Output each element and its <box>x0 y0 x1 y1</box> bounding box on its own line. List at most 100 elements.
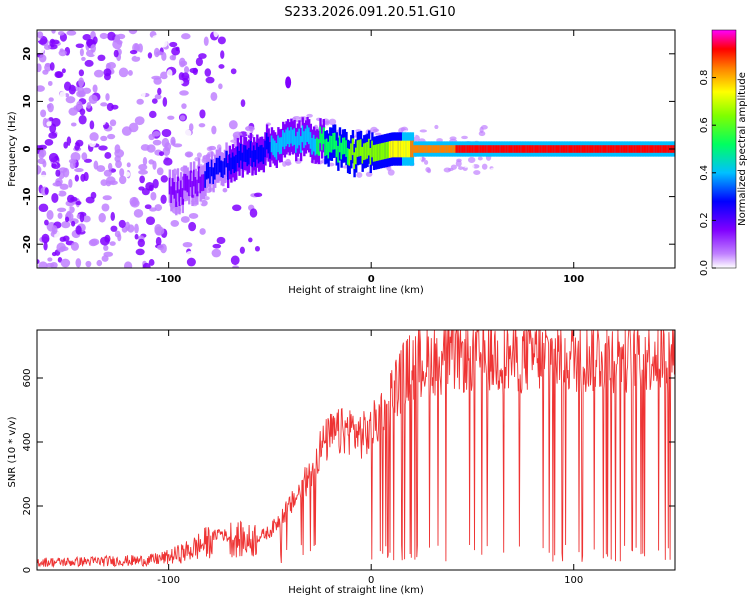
heatmap-noise-cell <box>81 152 88 161</box>
heatmap-noise-cell <box>134 223 139 234</box>
heatmap-ridge-cell <box>444 145 447 153</box>
heatmap-ridge-cell <box>453 145 457 153</box>
heatmap-ridge-cell <box>218 155 222 173</box>
heatmap-noise-cell <box>93 69 104 78</box>
heatmap-ridge-cell <box>414 145 418 153</box>
heatmap-noise-cell <box>416 161 422 167</box>
heatmap-ridge-cell <box>217 157 220 175</box>
heatmap-noise-cell <box>199 109 206 119</box>
heatmap-noise-cell <box>75 43 84 49</box>
heatmap-noise-cell <box>179 115 186 121</box>
heatmap-noise-cell <box>121 126 132 136</box>
heatmap-noise-cell <box>148 259 155 266</box>
heatmap-noise-cell <box>138 169 148 175</box>
heatmap-noise-cell <box>254 245 260 252</box>
heatmap-noise-cell <box>113 49 119 58</box>
heatmap-ridge-cell <box>291 129 295 147</box>
heatmap-ridge-cell <box>173 182 176 199</box>
heatmap-noise-cell <box>480 125 488 130</box>
heatmap-ridge-cell <box>285 129 288 147</box>
heatmap-noise-cell <box>47 102 54 113</box>
heatmap-ridge-cell <box>304 128 308 146</box>
heatmap-noise-cell <box>213 30 219 38</box>
heatmap-ridge-cell <box>351 138 355 156</box>
heatmap-noise-cell <box>249 208 258 218</box>
colorbar-label: Normalized spectral amplitude <box>737 72 748 226</box>
heatmap-noise-cell <box>163 157 173 166</box>
heatmap-noise-cell <box>424 156 432 160</box>
heatmap-ridge-cell <box>601 145 604 153</box>
top-x-axis-label: Height of straight line (km) <box>288 285 424 296</box>
heatmap-ridge-cell <box>199 176 202 194</box>
heatmap-noise-cell <box>186 251 194 258</box>
heatmap-ridge-cell <box>528 145 531 153</box>
heatmap-ridge-cell <box>638 145 641 153</box>
heatmap-noise-cell <box>467 156 476 164</box>
heatmap-ridge-cell <box>547 145 551 153</box>
heatmap-noise-cell <box>48 97 54 102</box>
heatmap-ridge-cell <box>332 133 335 150</box>
heatmap-ridge-cell <box>594 145 598 153</box>
heatmap-noise-cell <box>477 156 483 161</box>
heatmap-noise-cell <box>86 246 95 255</box>
heatmap-noise-cell <box>161 128 172 138</box>
heatmap-ridge-cell <box>410 140 413 158</box>
heatmap-noise-cell <box>239 35 248 45</box>
heatmap-noise-cell <box>205 76 215 84</box>
heatmap-ridge-cell <box>354 147 358 165</box>
heatmap-noise-cell <box>490 167 496 172</box>
heatmap-noise-cell <box>78 114 87 125</box>
heatmap-noise-cell <box>437 155 442 161</box>
heatmap-noise-cell <box>61 68 66 74</box>
heatmap-ridge-cell <box>325 138 329 156</box>
heatmap-ridge-cell <box>350 143 353 161</box>
heatmap-ridge-cell <box>619 145 622 153</box>
heatmap-noise-cell <box>372 128 380 133</box>
heatmap-ridge-cell <box>630 145 633 153</box>
heatmap-ridge-cell <box>340 142 343 160</box>
heatmap-noise-cell <box>462 156 469 164</box>
heatmap-ridge-cell <box>377 143 381 161</box>
heatmap-ridge-cell <box>529 145 533 153</box>
heatmap-ridge-cell <box>392 140 395 158</box>
heatmap-noise-cell <box>239 246 245 254</box>
heatmap-noise-cell <box>170 219 180 227</box>
heatmap-ridge-cell <box>614 145 617 153</box>
heatmap-noise-cell <box>467 163 475 170</box>
heatmap-noise-cell <box>126 162 131 168</box>
heatmap-noise-cell <box>328 118 337 126</box>
heatmap-noise-cell <box>110 211 116 222</box>
heatmap-ridge-cell <box>549 145 552 153</box>
heatmap-noise-cell <box>37 31 44 39</box>
heatmap-ridge-cell <box>575 145 578 153</box>
heatmap-noise-cell <box>81 56 86 61</box>
heatmap-ridge-cell <box>275 143 278 160</box>
heatmap-noise-cell <box>107 133 116 140</box>
heatmap-ridge-cell <box>596 145 599 153</box>
heatmap-noise-cell <box>57 62 64 72</box>
heatmap-noise-cell <box>169 55 176 61</box>
heatmap-noise-cell <box>98 145 108 151</box>
heatmap-ridge-cell <box>364 142 368 160</box>
heatmap-noise-cell <box>170 260 176 266</box>
heatmap-ridge-cell <box>505 145 509 153</box>
heatmap-noise-cell <box>198 123 206 128</box>
heatmap-ridge-cell <box>646 145 650 153</box>
heatmap-ridge-cell <box>191 181 194 198</box>
heatmap-noise-cell <box>138 163 148 171</box>
heatmap-ridge-cell <box>570 145 573 153</box>
heatmap-noise-cell <box>106 176 116 185</box>
heatmap-ridge-cell <box>406 140 410 158</box>
heatmap-ridge-cell <box>513 145 517 153</box>
heatmap-ridge-cell <box>580 145 583 153</box>
heatmap-ridge-cell <box>369 148 372 165</box>
heatmap-noise-cell <box>120 111 131 121</box>
heatmap-noise-cell <box>41 233 50 244</box>
heatmap-noise-cell <box>51 163 57 169</box>
heatmap-noise-cell <box>47 89 56 98</box>
heatmap-ridge-cell <box>478 145 481 153</box>
heatmap-noise-cell <box>245 175 251 180</box>
heatmap-noise-cell <box>70 241 79 251</box>
heatmap-ridge-cell <box>623 145 627 153</box>
heatmap-ridge-cell <box>251 150 254 168</box>
